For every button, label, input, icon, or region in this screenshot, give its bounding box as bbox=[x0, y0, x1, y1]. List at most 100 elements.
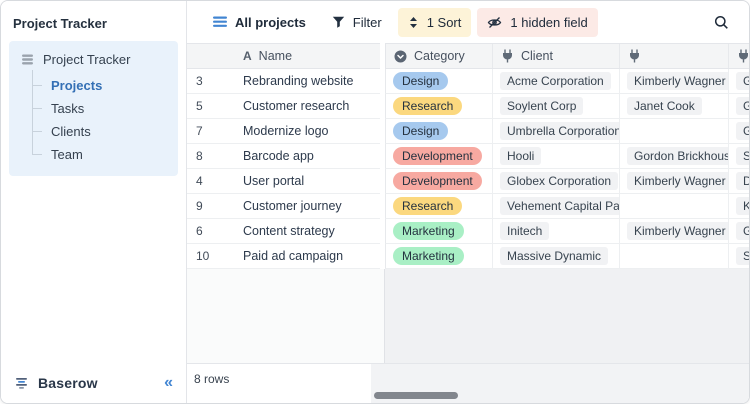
team-chip: Go bbox=[736, 122, 749, 140]
client-chip: Acme Corporation bbox=[500, 72, 611, 90]
hidden-fields-button[interactable]: 1 hidden field bbox=[477, 7, 598, 37]
grid-footer: 8 rows bbox=[187, 363, 749, 403]
sidebar-item-projects[interactable]: Projects bbox=[32, 74, 170, 97]
cell-category[interactable]: Research bbox=[386, 94, 493, 118]
section-divider-gap bbox=[380, 69, 385, 94]
cell-category[interactable]: Development bbox=[386, 169, 493, 193]
cell-client[interactable]: Initech bbox=[493, 219, 620, 243]
cell-category[interactable]: Marketing bbox=[386, 244, 493, 268]
grid-header-right-section: Category Client bbox=[385, 43, 749, 69]
tree-branch-line bbox=[32, 154, 42, 155]
grid-view-icon bbox=[213, 16, 227, 28]
sort-button[interactable]: 1 Sort bbox=[397, 7, 472, 37]
team-chip: Ki bbox=[736, 197, 749, 215]
row-right-section: Development Hooli Gordon Brickhouse St bbox=[385, 144, 749, 169]
cell-project-lead[interactable]: Kimberly Wagner bbox=[620, 69, 729, 93]
cell-project-lead[interactable]: Kimberly Wagner bbox=[620, 169, 729, 193]
cell-category[interactable]: Design bbox=[386, 69, 493, 93]
baserow-logo-icon bbox=[14, 376, 29, 390]
database-tree-panel: Project Tracker Projects Tasks Clients bbox=[9, 41, 178, 176]
cell-client[interactable]: Acme Corporation bbox=[493, 69, 620, 93]
cell-project-lead[interactable] bbox=[620, 194, 729, 218]
row-left-section[interactable]: 6 Content strategy bbox=[187, 219, 380, 244]
cell-name: Customer research bbox=[243, 99, 350, 113]
row-left-section[interactable]: 4 User portal bbox=[187, 169, 380, 194]
project-lead-chip: Kimberly Wagner bbox=[627, 172, 728, 190]
cell-client[interactable]: Vehement Capital Pa... bbox=[493, 194, 620, 218]
cell-project-lead[interactable] bbox=[620, 119, 729, 143]
row-left-section[interactable]: 3 Rebranding website bbox=[187, 69, 380, 94]
tree-branch-line bbox=[32, 108, 42, 109]
cell-team[interactable]: Go bbox=[729, 94, 749, 118]
sidebar: Project Tracker Project Tracker Projects… bbox=[1, 1, 187, 403]
section-divider-gap bbox=[380, 119, 385, 144]
link-row-field-icon bbox=[737, 49, 749, 63]
row-right-section: Design Acme Corporation Kimberly Wagner … bbox=[385, 69, 749, 94]
cell-team[interactable]: Ki bbox=[729, 194, 749, 218]
section-divider-gap bbox=[380, 94, 385, 119]
cell-category[interactable]: Development bbox=[386, 144, 493, 168]
column-header-category[interactable]: Category bbox=[386, 44, 493, 68]
cell-client[interactable]: Globex Corporation bbox=[493, 169, 620, 193]
cell-category[interactable]: Design bbox=[386, 119, 493, 143]
client-chip: Initech bbox=[500, 222, 550, 240]
view-name: All projects bbox=[235, 14, 306, 30]
cell-category[interactable]: Marketing bbox=[386, 219, 493, 243]
filter-button[interactable]: Filter bbox=[322, 8, 392, 37]
category-pill: Development bbox=[393, 172, 482, 190]
column-header-label: Category bbox=[414, 49, 465, 63]
tree-branch-line bbox=[32, 85, 42, 86]
eye-slash-icon bbox=[487, 16, 502, 29]
cell-client[interactable]: Hooli bbox=[493, 144, 620, 168]
row-left-section[interactable]: 8 Barcode app bbox=[187, 144, 380, 169]
cell-team[interactable]: Do bbox=[729, 169, 749, 193]
brand-name: Baserow bbox=[38, 375, 98, 391]
column-header-team-cutoff[interactable] bbox=[729, 44, 749, 68]
cell-name: Content strategy bbox=[243, 224, 335, 238]
row-right-section: Marketing Initech Kimberly Wagner Go bbox=[385, 219, 749, 244]
column-header-name[interactable]: A Name bbox=[243, 49, 292, 63]
cell-client[interactable]: Umbrella Corporation bbox=[493, 119, 620, 143]
row-left-section[interactable]: 10 Paid ad campaign bbox=[187, 244, 380, 269]
sidebar-item-tasks[interactable]: Tasks bbox=[32, 97, 170, 120]
sidebar-item-database[interactable]: Project Tracker bbox=[17, 50, 170, 74]
sidebar-item-clients[interactable]: Clients bbox=[32, 120, 170, 143]
client-chip: Soylent Corp bbox=[500, 97, 584, 115]
column-header-client[interactable]: Client bbox=[493, 44, 620, 68]
sidebar-item-team[interactable]: Team bbox=[32, 143, 170, 166]
team-chip: Go bbox=[736, 72, 749, 90]
horizontal-scrollbar[interactable] bbox=[374, 392, 458, 399]
cell-team[interactable]: St bbox=[729, 144, 749, 168]
sidebar-footer: Baserow « bbox=[1, 363, 186, 403]
cell-team[interactable]: Go bbox=[729, 219, 749, 243]
text-field-icon: A bbox=[243, 49, 252, 63]
row-right-section: Research Vehement Capital Pa... Ki bbox=[385, 194, 749, 219]
cell-project-lead[interactable] bbox=[620, 244, 729, 268]
row-number: 6 bbox=[196, 224, 203, 238]
section-divider-gap bbox=[380, 194, 385, 219]
filter-icon bbox=[332, 16, 345, 29]
cell-team[interactable]: Go bbox=[729, 69, 749, 93]
cell-team[interactable]: Go bbox=[729, 119, 749, 143]
row-number: 3 bbox=[196, 74, 203, 88]
row-left-section[interactable]: 9 Customer journey bbox=[187, 194, 380, 219]
client-chip: Vehement Capital Pa... bbox=[500, 197, 619, 215]
client-chip: Globex Corporation bbox=[500, 172, 619, 190]
cell-project-lead[interactable]: Kimberly Wagner bbox=[620, 219, 729, 243]
collapse-sidebar-button[interactable]: « bbox=[164, 374, 173, 391]
workspace-title: Project Tracker bbox=[13, 16, 107, 31]
view-selector-button[interactable]: All projects bbox=[203, 8, 316, 37]
team-chip: Do bbox=[736, 172, 749, 190]
search-button[interactable] bbox=[708, 9, 735, 36]
cell-client[interactable]: Soylent Corp bbox=[493, 94, 620, 118]
category-pill: Design bbox=[393, 122, 449, 140]
column-header-project-lead[interactable] bbox=[620, 44, 729, 68]
row-left-section[interactable]: 7 Modernize logo bbox=[187, 119, 380, 144]
cell-project-lead[interactable]: Janet Cook bbox=[620, 94, 729, 118]
cell-project-lead[interactable]: Gordon Brickhouse bbox=[620, 144, 729, 168]
row-right-section: Marketing Massive Dynamic Su bbox=[385, 244, 749, 269]
cell-team[interactable]: Su bbox=[729, 244, 749, 268]
row-left-section[interactable]: 5 Customer research bbox=[187, 94, 380, 119]
cell-client[interactable]: Massive Dynamic bbox=[493, 244, 620, 268]
cell-category[interactable]: Research bbox=[386, 194, 493, 218]
